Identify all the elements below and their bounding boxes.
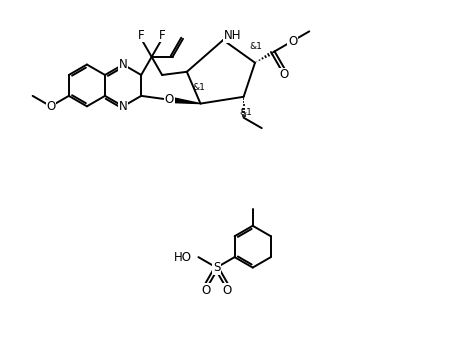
Text: O: O — [46, 100, 55, 113]
Text: &1: &1 — [192, 83, 205, 92]
Text: N: N — [118, 100, 127, 113]
Text: HO: HO — [173, 251, 191, 264]
Text: O: O — [164, 93, 174, 106]
Text: F: F — [158, 29, 165, 42]
Text: &1: &1 — [249, 42, 262, 52]
Text: O: O — [222, 284, 231, 297]
Text: &1: &1 — [239, 108, 252, 117]
Text: F: F — [138, 29, 144, 42]
Text: NH: NH — [223, 29, 241, 42]
Text: N: N — [118, 58, 127, 71]
Polygon shape — [169, 97, 200, 104]
Text: O: O — [287, 35, 297, 48]
Text: S: S — [213, 261, 220, 274]
Text: O: O — [278, 69, 287, 81]
Text: O: O — [201, 284, 210, 297]
